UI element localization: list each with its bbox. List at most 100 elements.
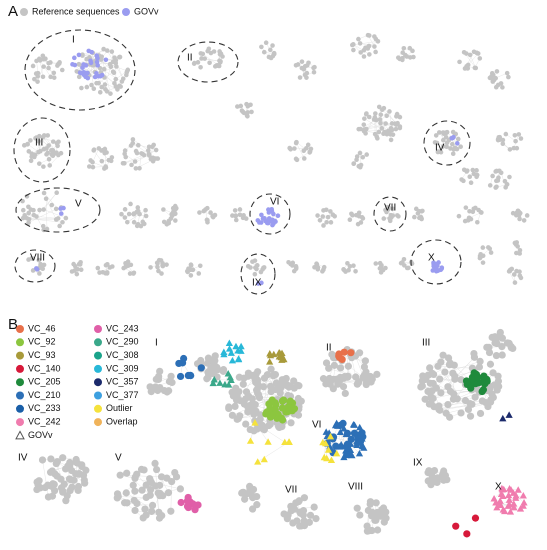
node	[155, 156, 161, 161]
node	[467, 174, 473, 180]
node	[150, 158, 156, 164]
node	[192, 60, 197, 66]
node	[401, 45, 407, 51]
node	[22, 212, 27, 218]
node	[130, 137, 136, 142]
node	[444, 140, 450, 146]
node	[241, 110, 247, 116]
node	[282, 374, 290, 383]
node	[137, 465, 146, 473]
node	[155, 264, 160, 270]
node	[178, 359, 187, 367]
node	[498, 81, 504, 86]
node	[330, 361, 338, 369]
node	[361, 357, 370, 365]
node	[517, 216, 522, 222]
node	[451, 372, 459, 380]
node	[172, 203, 178, 209]
legend-label: VC_93	[28, 350, 56, 360]
node	[148, 507, 156, 516]
edge	[37, 66, 44, 82]
triangle-node	[275, 353, 283, 360]
node	[91, 148, 96, 153]
node	[156, 481, 164, 489]
legend-label: Overlap	[106, 416, 138, 426]
node	[360, 154, 366, 160]
node	[329, 375, 338, 383]
node	[435, 149, 441, 155]
legend-marker	[16, 404, 24, 413]
node	[362, 127, 367, 132]
node	[339, 383, 348, 391]
node	[344, 373, 352, 381]
node	[103, 57, 109, 63]
node	[41, 164, 46, 169]
node	[341, 389, 349, 398]
node	[336, 364, 345, 372]
node	[88, 58, 93, 64]
node	[457, 59, 462, 65]
node	[260, 216, 266, 221]
cluster-label: VI	[270, 197, 279, 208]
legend-label: Outlier	[106, 403, 133, 413]
legend-marker	[94, 391, 102, 400]
node	[46, 468, 55, 476]
node	[266, 382, 275, 390]
node	[101, 46, 106, 52]
node	[26, 204, 31, 210]
node	[301, 156, 307, 161]
node	[121, 265, 126, 271]
node	[155, 508, 163, 516]
node	[46, 65, 51, 71]
node	[444, 129, 450, 135]
triangle-node	[209, 379, 217, 387]
triangle-node	[358, 442, 366, 449]
node	[345, 451, 353, 459]
node	[515, 208, 521, 214]
node	[356, 126, 362, 132]
node	[32, 76, 37, 82]
node	[76, 261, 82, 267]
node	[146, 153, 152, 158]
legend-label: GOVv	[28, 430, 53, 440]
node	[141, 221, 147, 227]
triangle-node	[270, 350, 278, 358]
node	[455, 136, 461, 142]
node	[362, 116, 367, 121]
node	[379, 126, 385, 131]
node	[254, 368, 262, 376]
legend-marker	[16, 325, 24, 333]
node	[128, 201, 133, 207]
node	[184, 503, 192, 512]
node	[268, 55, 274, 61]
node	[57, 60, 62, 65]
triangle-node	[254, 458, 262, 465]
node	[433, 261, 439, 267]
node	[463, 205, 469, 210]
node	[381, 216, 387, 221]
triangle-node	[355, 449, 364, 457]
node	[292, 146, 297, 151]
node	[156, 489, 164, 497]
node	[394, 114, 399, 119]
edge	[93, 150, 106, 167]
node	[354, 154, 360, 159]
node	[480, 260, 486, 265]
node	[161, 207, 166, 212]
node	[119, 79, 125, 84]
triangle-node	[505, 491, 513, 499]
edge	[42, 459, 49, 497]
node	[176, 485, 184, 493]
edge	[438, 402, 486, 410]
node	[85, 70, 90, 76]
cluster-label: II	[326, 343, 332, 354]
node	[25, 141, 30, 147]
node	[138, 486, 146, 494]
node	[40, 134, 46, 140]
node	[305, 142, 311, 148]
node	[108, 91, 113, 96]
node	[493, 84, 499, 90]
node	[40, 53, 46, 59]
edge	[100, 66, 117, 73]
node	[476, 409, 485, 418]
